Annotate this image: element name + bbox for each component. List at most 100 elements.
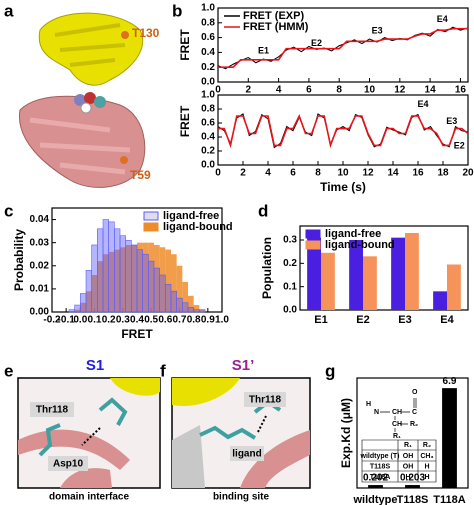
table-cell: OH xyxy=(403,453,414,460)
x-tick-label: 0.2 xyxy=(102,315,116,326)
table-header: R₁ xyxy=(404,442,412,449)
x-tick-label: 6 xyxy=(306,85,312,96)
x-axis-label: Time (s) xyxy=(320,180,366,194)
table-cell: H xyxy=(405,474,410,481)
formula-atom: R₁ xyxy=(393,433,401,440)
y-tick-label: 0.6 xyxy=(201,32,215,43)
y-tick-label: 0.04 xyxy=(30,214,50,225)
bar xyxy=(307,237,321,310)
y-tick-label: 0.02 xyxy=(30,260,50,271)
x-tick-label: 0.8 xyxy=(187,315,201,326)
bar xyxy=(363,256,377,310)
formula-atom: CH xyxy=(392,409,402,416)
inset: H N CH C O CH R₂ R₁ xyxy=(361,389,437,483)
histogram-bar xyxy=(108,251,115,312)
x-tick-label: T118A xyxy=(433,494,465,505)
series-line xyxy=(218,27,468,68)
formula-atom: CH xyxy=(392,421,402,428)
histogram-bar xyxy=(148,242,154,312)
histogram-bar xyxy=(108,221,115,313)
series-line xyxy=(218,113,469,149)
y-axis-label: Population xyxy=(260,237,274,299)
histogram-bar xyxy=(68,309,75,313)
y-tick-label: 0.1 xyxy=(283,281,297,292)
histogram-bar xyxy=(91,275,98,312)
bar xyxy=(433,291,447,310)
y-tick-label: 0.8 xyxy=(201,104,215,115)
x-tick-label: 0.9 xyxy=(201,315,215,326)
legend-label: FRET (HMM) xyxy=(243,21,309,33)
series-line xyxy=(217,113,469,149)
residue-label: Thr118 xyxy=(249,395,282,406)
legend-label: ligand-free xyxy=(163,210,219,222)
legend-label: ligand-free xyxy=(325,228,381,240)
histogram-bar xyxy=(142,242,149,312)
value-label: 0.202 xyxy=(363,473,388,484)
y-tick-label: 0.3 xyxy=(283,235,297,246)
panel-label: d xyxy=(258,201,268,220)
histogram-bar xyxy=(74,304,81,313)
plot-frame xyxy=(217,7,469,83)
x-tick-label: 2 xyxy=(240,168,246,179)
table-cell: T118S xyxy=(370,463,391,470)
histogram-bar xyxy=(188,295,194,312)
y-axis-label: FRET xyxy=(178,105,192,137)
value-label: 6.9 xyxy=(443,376,457,387)
x-tick-label: 0.5 xyxy=(144,315,158,326)
x-tick-label: 0.4 xyxy=(130,315,144,326)
histogram-bar xyxy=(153,267,160,313)
x-tick-label: wildtype xyxy=(352,494,397,505)
histogram-bar xyxy=(199,309,206,313)
x-tick-label: 1.0 xyxy=(215,315,229,326)
x-tick-label: 12 xyxy=(362,168,374,179)
residue-label: Asp10 xyxy=(53,459,83,470)
histogram-bar xyxy=(102,219,109,313)
histogram-bar xyxy=(176,265,183,312)
y-tick-label: 0.2 xyxy=(201,62,215,73)
histogram-bar xyxy=(137,242,143,312)
x-tick-label: 0.3 xyxy=(116,315,130,326)
x-tick-label: 0.1 xyxy=(88,315,102,326)
x-tick-label: T118S xyxy=(397,494,429,505)
histogram-bar xyxy=(142,253,149,313)
x-tick-label: 20 xyxy=(462,168,474,179)
legend-label: ligand-bound xyxy=(163,221,233,233)
x-tick-label: 10 xyxy=(364,85,376,96)
x-tick-label: 4 xyxy=(265,168,271,179)
x-tick-label: 2 xyxy=(246,85,252,96)
panel-label: b xyxy=(172,1,182,20)
histogram-bar xyxy=(85,270,92,313)
residue-label: T59 xyxy=(130,168,151,182)
histogram-bar xyxy=(97,261,103,312)
y-tick-label: 1.0 xyxy=(201,90,215,101)
y-tick-label: 0.03 xyxy=(30,237,50,248)
x-tick-label: 14 xyxy=(425,85,437,96)
y-tick-label: 0.4 xyxy=(201,132,215,143)
x-tick-label: 12 xyxy=(394,85,406,96)
histogram-bar xyxy=(131,244,138,313)
histogram-bar xyxy=(125,240,132,313)
y-axis-label: Probability xyxy=(12,229,26,291)
histogram-bar xyxy=(86,291,92,312)
bar xyxy=(368,485,383,488)
table-cell: CH₃ xyxy=(420,453,433,460)
legend-label: FRET (EXP) xyxy=(243,10,304,22)
y-tick-label: 0.0 xyxy=(283,305,297,316)
panel-label: f xyxy=(160,361,166,380)
state-title: S1 xyxy=(86,357,104,374)
y-axis-label: Exp.Kd (μM) xyxy=(339,398,353,468)
x-tick-label: 0.6 xyxy=(158,315,172,326)
state-annotation: E2 xyxy=(454,140,465,150)
residue-label: T130 xyxy=(132,26,160,40)
structure-f xyxy=(171,377,311,489)
histogram-bar xyxy=(119,235,126,313)
structure-a xyxy=(19,12,146,188)
state-annotation: E4 xyxy=(437,14,448,24)
x-tick-label: 18 xyxy=(437,168,449,179)
y-axis-label: FRET xyxy=(178,29,192,61)
histogram-bar xyxy=(159,274,166,313)
histogram-bar xyxy=(125,244,132,312)
histogram-bar xyxy=(148,260,155,313)
x-tick-label: E2 xyxy=(356,314,369,326)
x-tick-label: 8 xyxy=(336,85,342,96)
